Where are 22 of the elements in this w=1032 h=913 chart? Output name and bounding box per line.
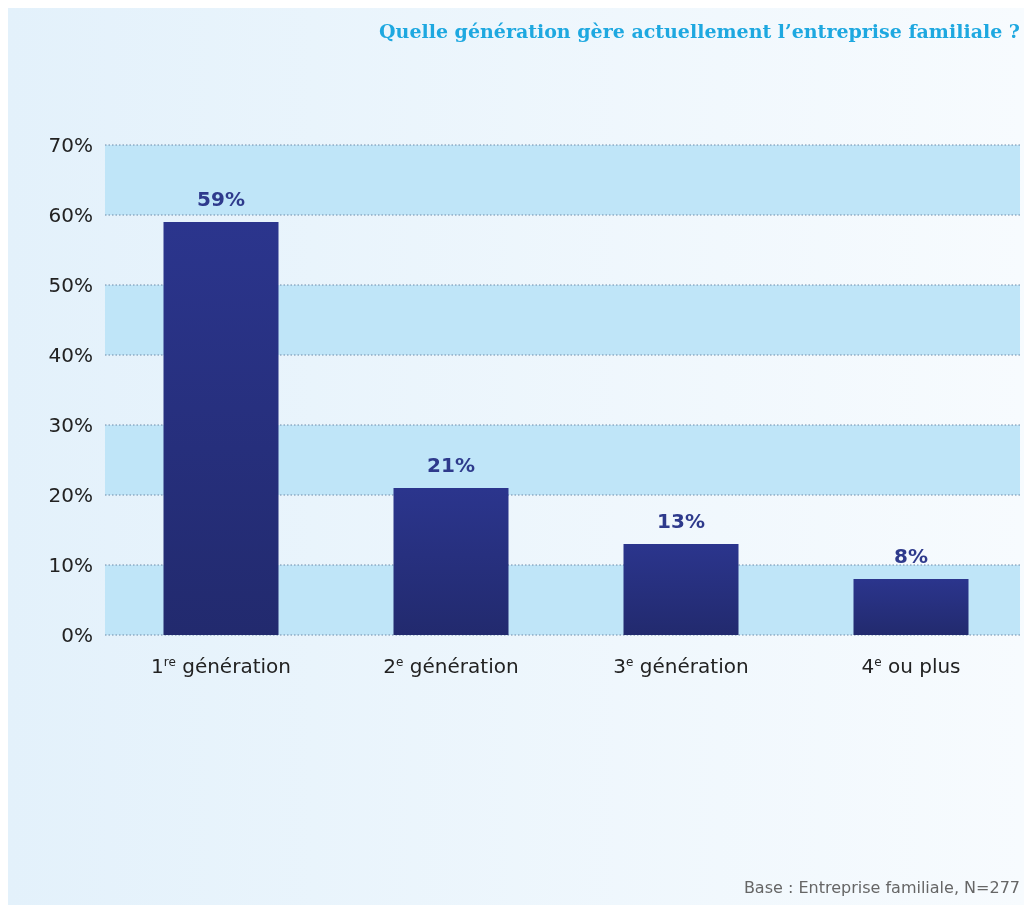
x-tick-label: 1$^{re}$ génération	[151, 654, 291, 678]
x-tick-label: 4$^{e}$ ou plus	[861, 654, 961, 678]
data-label: 8%	[894, 544, 928, 568]
x-tick-label: 2$^{e}$ génération	[383, 654, 519, 678]
data-label: 59%	[197, 187, 245, 211]
bar	[853, 579, 969, 635]
y-tick-label: 40%	[48, 343, 93, 367]
bar	[393, 488, 509, 635]
y-tick-label: 30%	[48, 413, 93, 437]
bar	[163, 222, 279, 635]
y-tick-label: 10%	[48, 553, 93, 577]
x-tick-label: 3$^{e}$ génération	[613, 654, 749, 678]
y-tick-label: 20%	[48, 483, 93, 507]
data-label: 13%	[657, 509, 705, 533]
data-label: 21%	[427, 453, 475, 477]
y-tick-label: 60%	[48, 203, 93, 227]
chart-title: Quelle génération gère actuellement l’entreprise familiale ?	[379, 20, 1020, 42]
y-tick-label: 0%	[61, 623, 93, 647]
y-tick-label: 50%	[48, 273, 93, 297]
y-tick-label: 70%	[48, 133, 93, 157]
text: Base : Entreprise familiale, N=277	[743, 878, 1020, 897]
bar	[623, 544, 739, 635]
